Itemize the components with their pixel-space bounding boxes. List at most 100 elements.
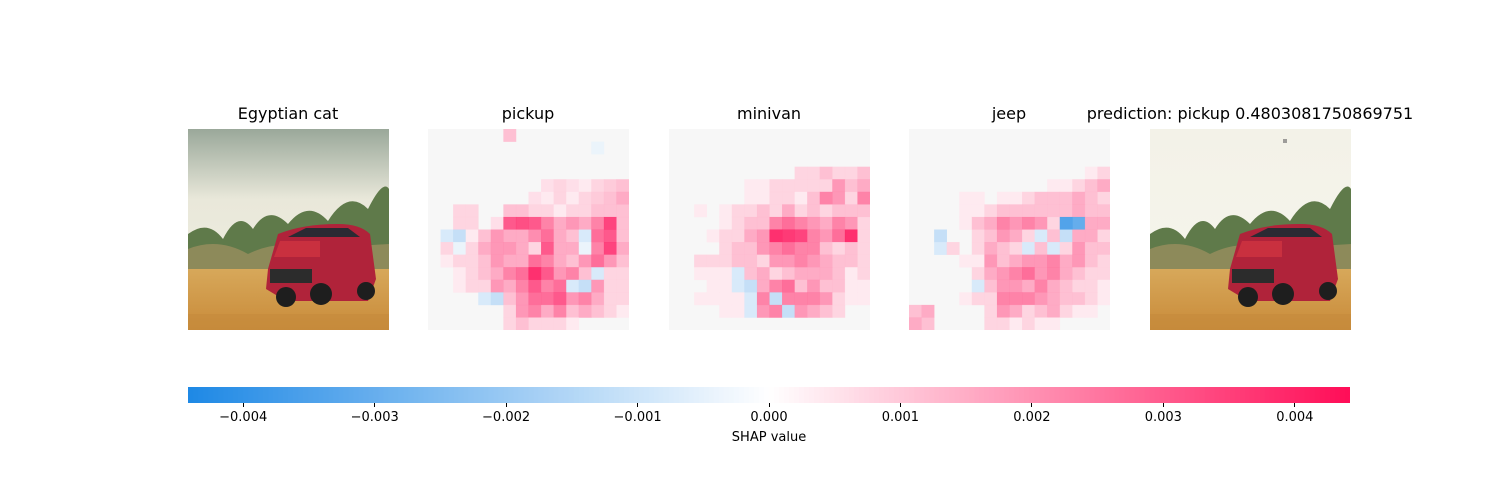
- heatmap-cell: [984, 279, 998, 293]
- colorbar-segment: [518, 387, 525, 403]
- colorbar-segment: [904, 387, 910, 403]
- colorbar-segment: [308, 387, 314, 403]
- heatmap-cell: [819, 166, 833, 180]
- heatmap-cell: [694, 292, 707, 306]
- colorbar-segment: [989, 387, 995, 403]
- colorbar-label: SHAP value: [731, 430, 807, 445]
- colorbar-segment: [338, 387, 344, 403]
- colorbar-segment: [253, 387, 259, 403]
- heatmap-cell: [478, 279, 492, 293]
- colorbar-segment: [208, 387, 214, 403]
- colorbar-segment: [758, 387, 765, 403]
- colorbar-segment: [1309, 387, 1316, 403]
- colorbar-segment: [1224, 387, 1231, 403]
- heatmap-cell: [731, 216, 745, 230]
- heatmap-cell: [807, 304, 821, 318]
- colorbar-segment: [769, 387, 775, 403]
- heatmap-cell: [578, 204, 592, 218]
- colorbar-segment: [1249, 387, 1256, 403]
- heatmap-cell: [971, 242, 985, 255]
- colorbar-segment: [909, 387, 915, 403]
- heatmap-cell: [1072, 242, 1086, 255]
- heatmap-cell: [1097, 254, 1110, 268]
- heatmap-cell: [1009, 279, 1023, 293]
- heatmap-cell: [1034, 242, 1048, 255]
- colorbar-segment: [974, 387, 980, 403]
- colorbar-segment: [563, 387, 570, 403]
- heatmap-cell: [719, 304, 733, 318]
- heatmap-cell: [731, 254, 745, 268]
- heatmap-cell: [1022, 292, 1035, 306]
- heatmap-cell: [807, 179, 821, 193]
- heatmap-cell: [819, 254, 833, 268]
- heatmap-cell: [1047, 254, 1061, 268]
- heatmap-cell: [794, 279, 808, 293]
- heatmap-cell: [1084, 254, 1098, 268]
- colorbar-segment: [969, 387, 975, 403]
- heatmap-cell: [578, 242, 592, 255]
- colorbar-segment: [1209, 387, 1216, 403]
- colorbar-segment: [398, 387, 404, 403]
- heatmap-cell: [528, 216, 542, 230]
- heatmap-cell: [440, 229, 454, 243]
- colorbar-segment: [1134, 387, 1141, 403]
- heatmap-cell: [578, 267, 592, 281]
- heatmap-cell: [541, 191, 554, 205]
- heatmap-cell: [1097, 292, 1110, 306]
- heatmap-cell: [603, 191, 617, 205]
- heatmap-cell: [578, 304, 592, 318]
- colorbar-tick-mark: [768, 403, 770, 407]
- colorbar-segment: [468, 387, 474, 403]
- colorbar-segment: [603, 387, 610, 403]
- colorbar-segment: [1299, 387, 1306, 403]
- colorbar-segment: [268, 387, 274, 403]
- heatmap-cell: [731, 242, 745, 255]
- colorbar-segment: [633, 387, 640, 403]
- heatmap-cell: [832, 242, 846, 255]
- colorbar-segment: [1174, 387, 1181, 403]
- heatmap-cell: [996, 317, 1010, 330]
- colorbar-segment: [1324, 387, 1331, 403]
- colorbar-segment: [884, 387, 890, 403]
- colorbar-segment: [423, 387, 429, 403]
- heatmap-cell: [503, 129, 517, 142]
- heatmap-cell: [566, 191, 580, 205]
- heatmap-cell: [832, 292, 846, 306]
- heatmap-cell: [1097, 229, 1110, 243]
- heatmap-cell: [1072, 216, 1086, 230]
- heatmap-cell: [616, 179, 629, 193]
- colorbar-segment: [528, 387, 535, 403]
- colorbar-segment: [343, 387, 349, 403]
- colorbar-segment: [1094, 387, 1101, 403]
- heatmap-cell: [616, 229, 629, 243]
- heatmap-cell: [996, 254, 1010, 268]
- colorbar-segment: [648, 387, 655, 403]
- heatmap-cell: [1034, 279, 1048, 293]
- heatmap-cell: [984, 216, 998, 230]
- heatmap-cell: [541, 317, 554, 330]
- heatmap-cell: [794, 166, 808, 180]
- heatmap-cell: [744, 304, 758, 318]
- heatmap-cell: [744, 229, 758, 243]
- colorbar-segment: [198, 387, 204, 403]
- heatmap-cell: [744, 267, 758, 281]
- panel-title-jeep: jeep: [991, 104, 1027, 123]
- colorbar-tick-label: −0.002: [482, 410, 531, 425]
- colorbar-segment: [553, 387, 560, 403]
- heatmap-cell: [731, 229, 745, 243]
- heatmap-cell: [794, 179, 808, 193]
- colorbar-segment: [618, 387, 625, 403]
- heatmap-cell: [744, 292, 758, 306]
- colorbar-segment: [1104, 387, 1111, 403]
- heatmap-cell: [1009, 191, 1023, 205]
- heatmap-cell: [819, 267, 833, 281]
- colorbar-segment: [809, 387, 815, 403]
- heatmap-cell: [603, 304, 617, 318]
- car-photo: [188, 129, 389, 330]
- shap-panel-minivan: [669, 129, 870, 330]
- heatmap-cell: [566, 254, 580, 268]
- colorbar-segment: [608, 387, 615, 403]
- heatmap-cell: [528, 191, 542, 205]
- heatmap-cell: [807, 216, 821, 230]
